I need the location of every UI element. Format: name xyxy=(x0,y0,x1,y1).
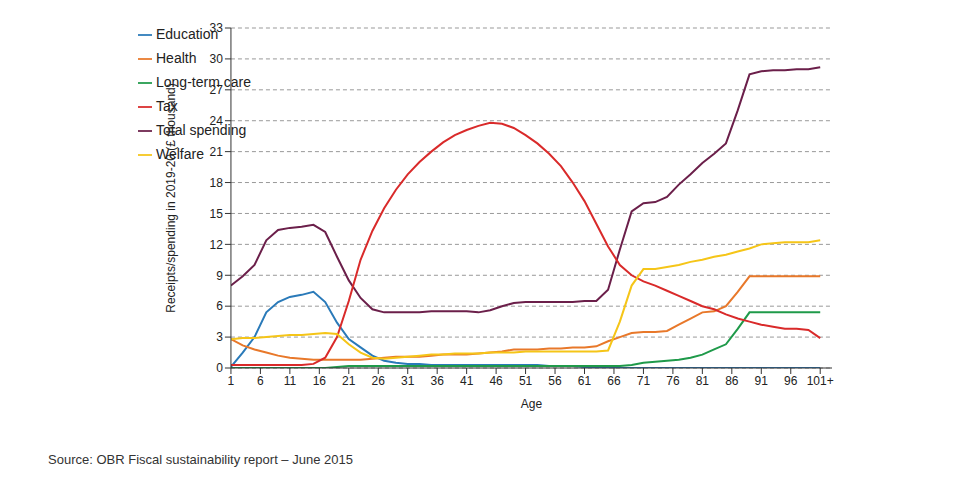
svg-text:46: 46 xyxy=(489,374,503,388)
svg-text:36: 36 xyxy=(431,374,445,388)
svg-text:21: 21 xyxy=(210,145,224,159)
svg-text:0: 0 xyxy=(216,361,223,375)
svg-text:16: 16 xyxy=(313,374,327,388)
svg-text:30: 30 xyxy=(210,52,224,66)
svg-text:61: 61 xyxy=(578,374,592,388)
svg-text:91: 91 xyxy=(755,374,769,388)
svg-text:9: 9 xyxy=(216,269,223,283)
svg-text:3: 3 xyxy=(216,330,223,344)
svg-text:Receipts/spending in 2019-20 (: Receipts/spending in 2019-20 (£ thousand… xyxy=(164,83,178,313)
svg-text:71: 71 xyxy=(637,374,651,388)
svg-text:86: 86 xyxy=(725,374,739,388)
svg-text:66: 66 xyxy=(607,374,621,388)
svg-text:51: 51 xyxy=(519,374,533,388)
svg-text:31: 31 xyxy=(401,374,415,388)
svg-text:41: 41 xyxy=(460,374,474,388)
svg-text:11: 11 xyxy=(284,374,297,388)
svg-text:81: 81 xyxy=(696,374,710,388)
svg-text:1: 1 xyxy=(228,374,235,388)
svg-text:6: 6 xyxy=(216,299,223,313)
svg-text:24: 24 xyxy=(210,114,224,128)
svg-text:76: 76 xyxy=(666,374,680,388)
svg-text:56: 56 xyxy=(548,374,562,388)
svg-text:33: 33 xyxy=(210,21,224,35)
svg-text:21: 21 xyxy=(342,374,356,388)
svg-text:12: 12 xyxy=(210,238,224,252)
svg-text:15: 15 xyxy=(210,207,224,221)
svg-text:18: 18 xyxy=(210,176,224,190)
svg-text:96: 96 xyxy=(784,374,798,388)
svg-text:6: 6 xyxy=(257,374,264,388)
svg-text:27: 27 xyxy=(210,83,224,97)
svg-text:26: 26 xyxy=(372,374,386,388)
svg-text:101+: 101+ xyxy=(807,374,834,388)
svg-text:Age: Age xyxy=(521,397,543,411)
